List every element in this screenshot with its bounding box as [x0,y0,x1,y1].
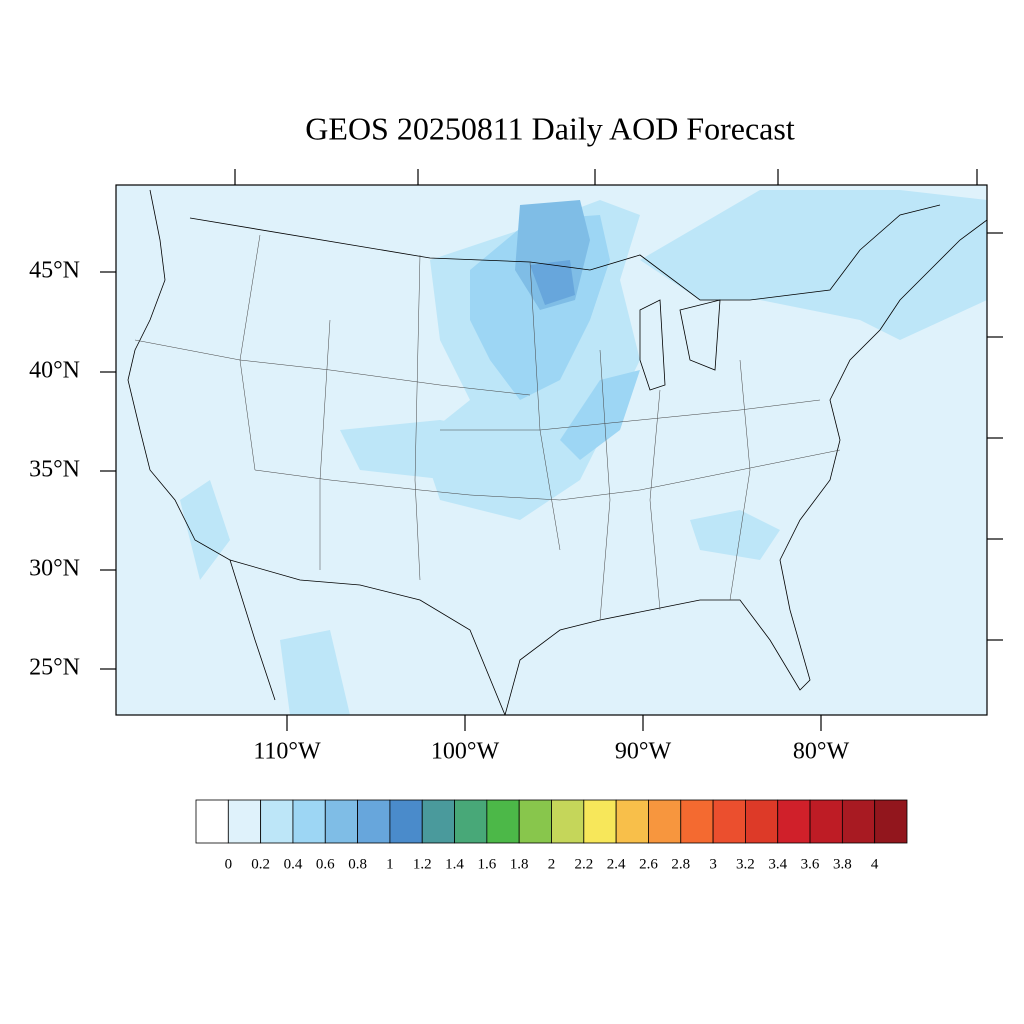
colorbar-swatch [777,799,811,844]
colorbar-label: 3.8 [833,856,852,872]
graticule-ticks [100,169,1003,731]
colorbar-label: 3.6 [801,856,820,872]
colorbar-swatch [195,799,229,844]
axis-labels: 45°N 40°N 35°N 30°N 25°N 110°W 100°W 90°W 80°W [29,258,849,765]
colorbar-swatch [551,799,585,844]
colorbar: 0 0.2 0.4 0.6 0.8 1 1.2 1.4 1.6 1.8 2 2.2 2.4 2.6 2.8 3… [195,799,908,872]
colorbar-swatch [486,799,520,844]
colorbar-swatch [454,799,488,844]
colorbar-label: 0.8 [348,856,367,872]
coastlines [127,189,987,715]
colorbar-swatch [227,799,262,844]
lat-label: 40°N [29,358,80,384]
colorbar-label: 1.6 [477,856,496,872]
lat-label: 25°N [29,655,80,681]
colorbar-swatch [680,799,714,844]
colorbar-swatch [421,799,455,844]
colorbar-label: 2 [548,856,556,872]
colorbar-swatch [648,799,682,844]
aod-field [180,190,987,715]
lat-label: 45°N [29,258,80,284]
lon-label: 110°W [253,739,321,765]
colorbar-swatch [745,799,779,844]
map-title: GEOS 20250811 Daily AOD Forecast [305,110,795,146]
lat-label: 30°N [29,556,80,582]
colorbar-swatch [874,799,908,844]
lat-label: 35°N [29,457,80,483]
colorbar-label: 2.4 [607,856,626,872]
colorbar-swatch [389,799,423,844]
colorbar-label: 1 [386,856,394,872]
colorbar-label: 2.6 [639,856,658,872]
colorbar-label: 1.4 [445,856,464,872]
colorbar-swatch [292,799,326,844]
colorbar-swatch [324,799,358,844]
map-frame [115,184,988,716]
colorbar-swatch [712,799,746,844]
map-panel [100,169,1003,731]
colorbar-label: 1.8 [510,856,529,872]
colorbar-label: 3.4 [768,856,787,872]
colorbar-label: 2.2 [574,856,593,872]
colorbar-label: 3 [709,856,717,872]
colorbar-swatch [809,799,843,844]
colorbar-label: 0.2 [251,856,270,872]
colorbar-swatch [841,799,876,844]
colorbar-swatch [260,799,294,844]
colorbar-swatch [583,799,617,844]
colorbar-swatch [615,799,649,844]
colorbar-label: 3.2 [736,856,755,872]
colorbar-swatch [518,799,552,844]
colorbar-label: 0 [225,856,233,872]
lon-label: 100°W [431,739,500,765]
colorbar-label: 0.4 [284,856,303,872]
colorbar-swatch [357,799,391,844]
lon-label: 80°W [793,739,850,765]
colorbar-label: 2.8 [671,856,690,872]
colorbar-label: 4 [871,856,879,872]
state-borders [134,234,841,621]
lon-label: 90°W [615,739,672,765]
colorbar-label: 1.2 [413,856,432,872]
colorbar-label: 0.6 [316,856,335,872]
